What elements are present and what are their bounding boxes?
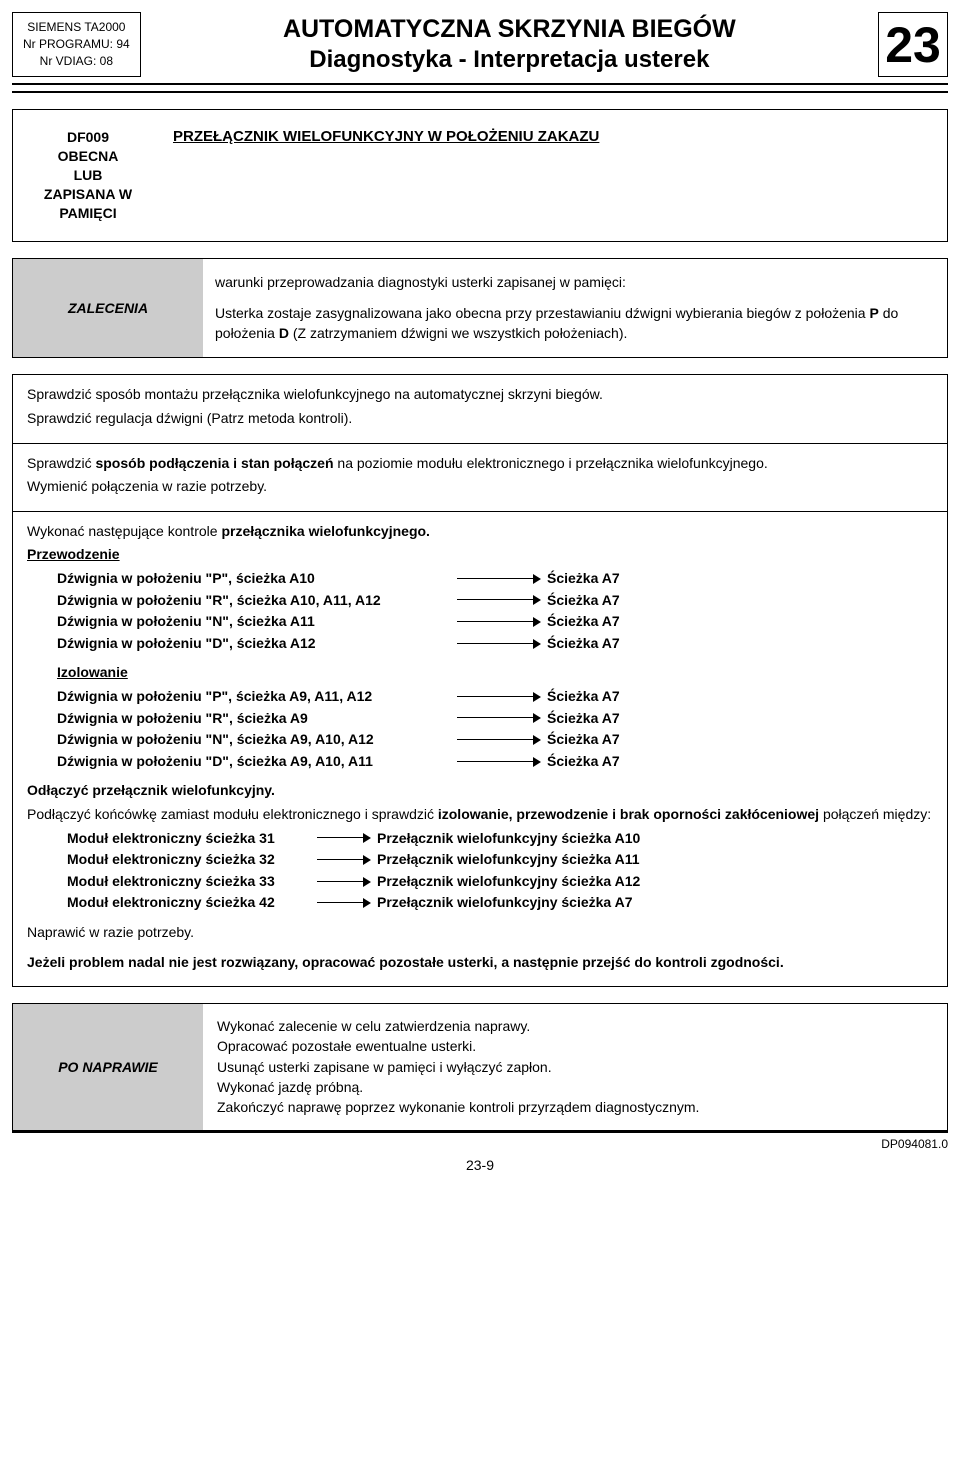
title-subline: Diagnostyka - Interpretacja usterek [147,45,872,75]
header-page-number: 23 [878,12,948,77]
title-line: AUTOMATYCZNA SKRZYNIA BIEGÓW [147,14,872,45]
arrow-icon [457,615,547,629]
status-line: LUB [19,166,157,185]
after-repair-label: PO NAPRAWIE [13,1004,203,1129]
header-info-box: SIEMENS TA2000 Nr PROGRAMU: 94 Nr VDIAG:… [12,12,141,77]
after-line: Opracować pozostałe ewentualne usterki. [217,1036,933,1056]
header-box-line: SIEMENS TA2000 [23,19,130,36]
text-line-bold: Odłączyć przełącznik wielofunkcyjny. [27,781,933,801]
status-title: PRZEŁĄCZNIK WIELOFUNKCYJNY W POŁOŻENIU Z… [163,110,947,240]
path-row: Dźwignia w położeniu "P", ścieżka A9, A1… [57,687,933,707]
recommendations-block: ZALECENIA warunki przeprowadzania diagno… [12,258,948,359]
arrow-icon [457,593,547,607]
module-row: Moduł elektroniczny ścieżka 42Przełączni… [67,893,933,913]
path-row: Dźwignia w położeniu "P", ścieżka A10Ści… [57,569,933,589]
arrow-icon [457,711,547,725]
arrow-icon [317,896,377,910]
status-block: DF009 OBECNA LUB ZAPISANA W PAMIĘCI PRZE… [12,109,948,241]
arrow-icon [317,853,377,867]
after-line: Wykonać jazdę próbną. [217,1077,933,1097]
arrow-icon [457,755,547,769]
after-line: Zakończyć naprawę poprzez wykonanie kont… [217,1097,933,1117]
page-header: SIEMENS TA2000 Nr PROGRAMU: 94 Nr VDIAG:… [12,12,948,93]
after-repair-body: Wykonać zalecenie w celu zatwierdzenia n… [203,1004,947,1129]
section-subtitle: Przewodzenie [27,545,933,565]
proc-section-3: Wykonać następujące kontrole przełącznik… [13,512,947,986]
arrow-icon [457,690,547,704]
header-box-line: Nr VDIAG: 08 [23,53,130,70]
arrow-icon [457,637,547,651]
arrow-icon [457,572,547,586]
status-line: OBECNA [19,147,157,166]
module-row: Moduł elektroniczny ścieżka 31Przełączni… [67,829,933,849]
page-footer-number: 23-9 [12,1157,948,1173]
arrow-icon [457,733,547,747]
text-line: Sprawdzić sposób montażu przełącznika wi… [27,385,933,405]
procedure-block: Sprawdzić sposób montażu przełącznika wi… [12,374,948,987]
recommendations-body: warunki przeprowadzania diagnostyki uste… [203,259,947,358]
proc-section-2: Sprawdzić sposób podłączenia i stan połą… [13,444,947,512]
header-box-line: Nr PROGRAMU: 94 [23,36,130,53]
status-line: ZAPISANA W [19,185,157,204]
arrow-icon [317,875,377,889]
rec-body: Usterka zostaje zasygnalizowana jako obe… [215,304,935,343]
path-row: Dźwignia w położeniu "R", ścieżka A10, A… [57,591,933,611]
text-line-bold: Jeżeli problem nadal nie jest rozwiązany… [27,953,933,973]
recommendations-label: ZALECENIA [13,259,203,358]
module-list: Moduł elektroniczny ścieżka 31Przełączni… [67,829,933,913]
path-row: Dźwignia w położeniu "D", ścieżka A12Ści… [57,634,933,654]
page-title: AUTOMATYCZNA SKRZYNIA BIEGÓW Diagnostyka… [141,12,878,77]
after-line: Usunąć usterki zapisane w pamięci i wyłą… [217,1057,933,1077]
path-row: Dźwignia w położeniu "N", ścieżka A11Ści… [57,612,933,632]
path-row: Dźwignia w położeniu "R", ścieżka A9Ście… [57,709,933,729]
text-line: Sprawdzić regulacja dźwigni (Patrz metod… [27,409,933,429]
conduction-list: Dźwignia w położeniu "P", ścieżka A10Ści… [57,569,933,653]
isolation-list: Dźwignia w położeniu "P", ścieżka A9, A1… [57,687,933,771]
proc-section-1: Sprawdzić sposób montażu przełącznika wi… [13,375,947,443]
after-repair-block: PO NAPRAWIE Wykonać zalecenie w celu zat… [12,1003,948,1130]
text-line: Wykonać następujące kontrole przełącznik… [27,522,933,542]
path-row: Dźwignia w położeniu "D", ścieżka A9, A1… [57,752,933,772]
status-line: PAMIĘCI [19,204,157,223]
module-row: Moduł elektroniczny ścieżka 32Przełączni… [67,850,933,870]
arrow-icon [317,831,377,845]
rec-intro: warunki przeprowadzania diagnostyki uste… [215,273,935,293]
text-line: Sprawdzić sposób podłączenia i stan połą… [27,454,933,474]
doc-id: DP094081.0 [12,1137,948,1151]
text-line: Podłączyć końcówkę zamiast modułu elektr… [27,805,933,825]
status-code: DF009 [19,128,157,147]
section-subtitle: Izolowanie [57,663,933,683]
module-row: Moduł elektroniczny ścieżka 33Przełączni… [67,872,933,892]
status-code-box: DF009 OBECNA LUB ZAPISANA W PAMIĘCI [13,110,163,240]
text-line: Naprawić w razie potrzeby. [27,923,933,943]
path-row: Dźwignia w położeniu "N", ścieżka A9, A1… [57,730,933,750]
after-line: Wykonać zalecenie w celu zatwierdzenia n… [217,1016,933,1036]
text-line: Wymienić połączenia w razie potrzeby. [27,477,933,497]
